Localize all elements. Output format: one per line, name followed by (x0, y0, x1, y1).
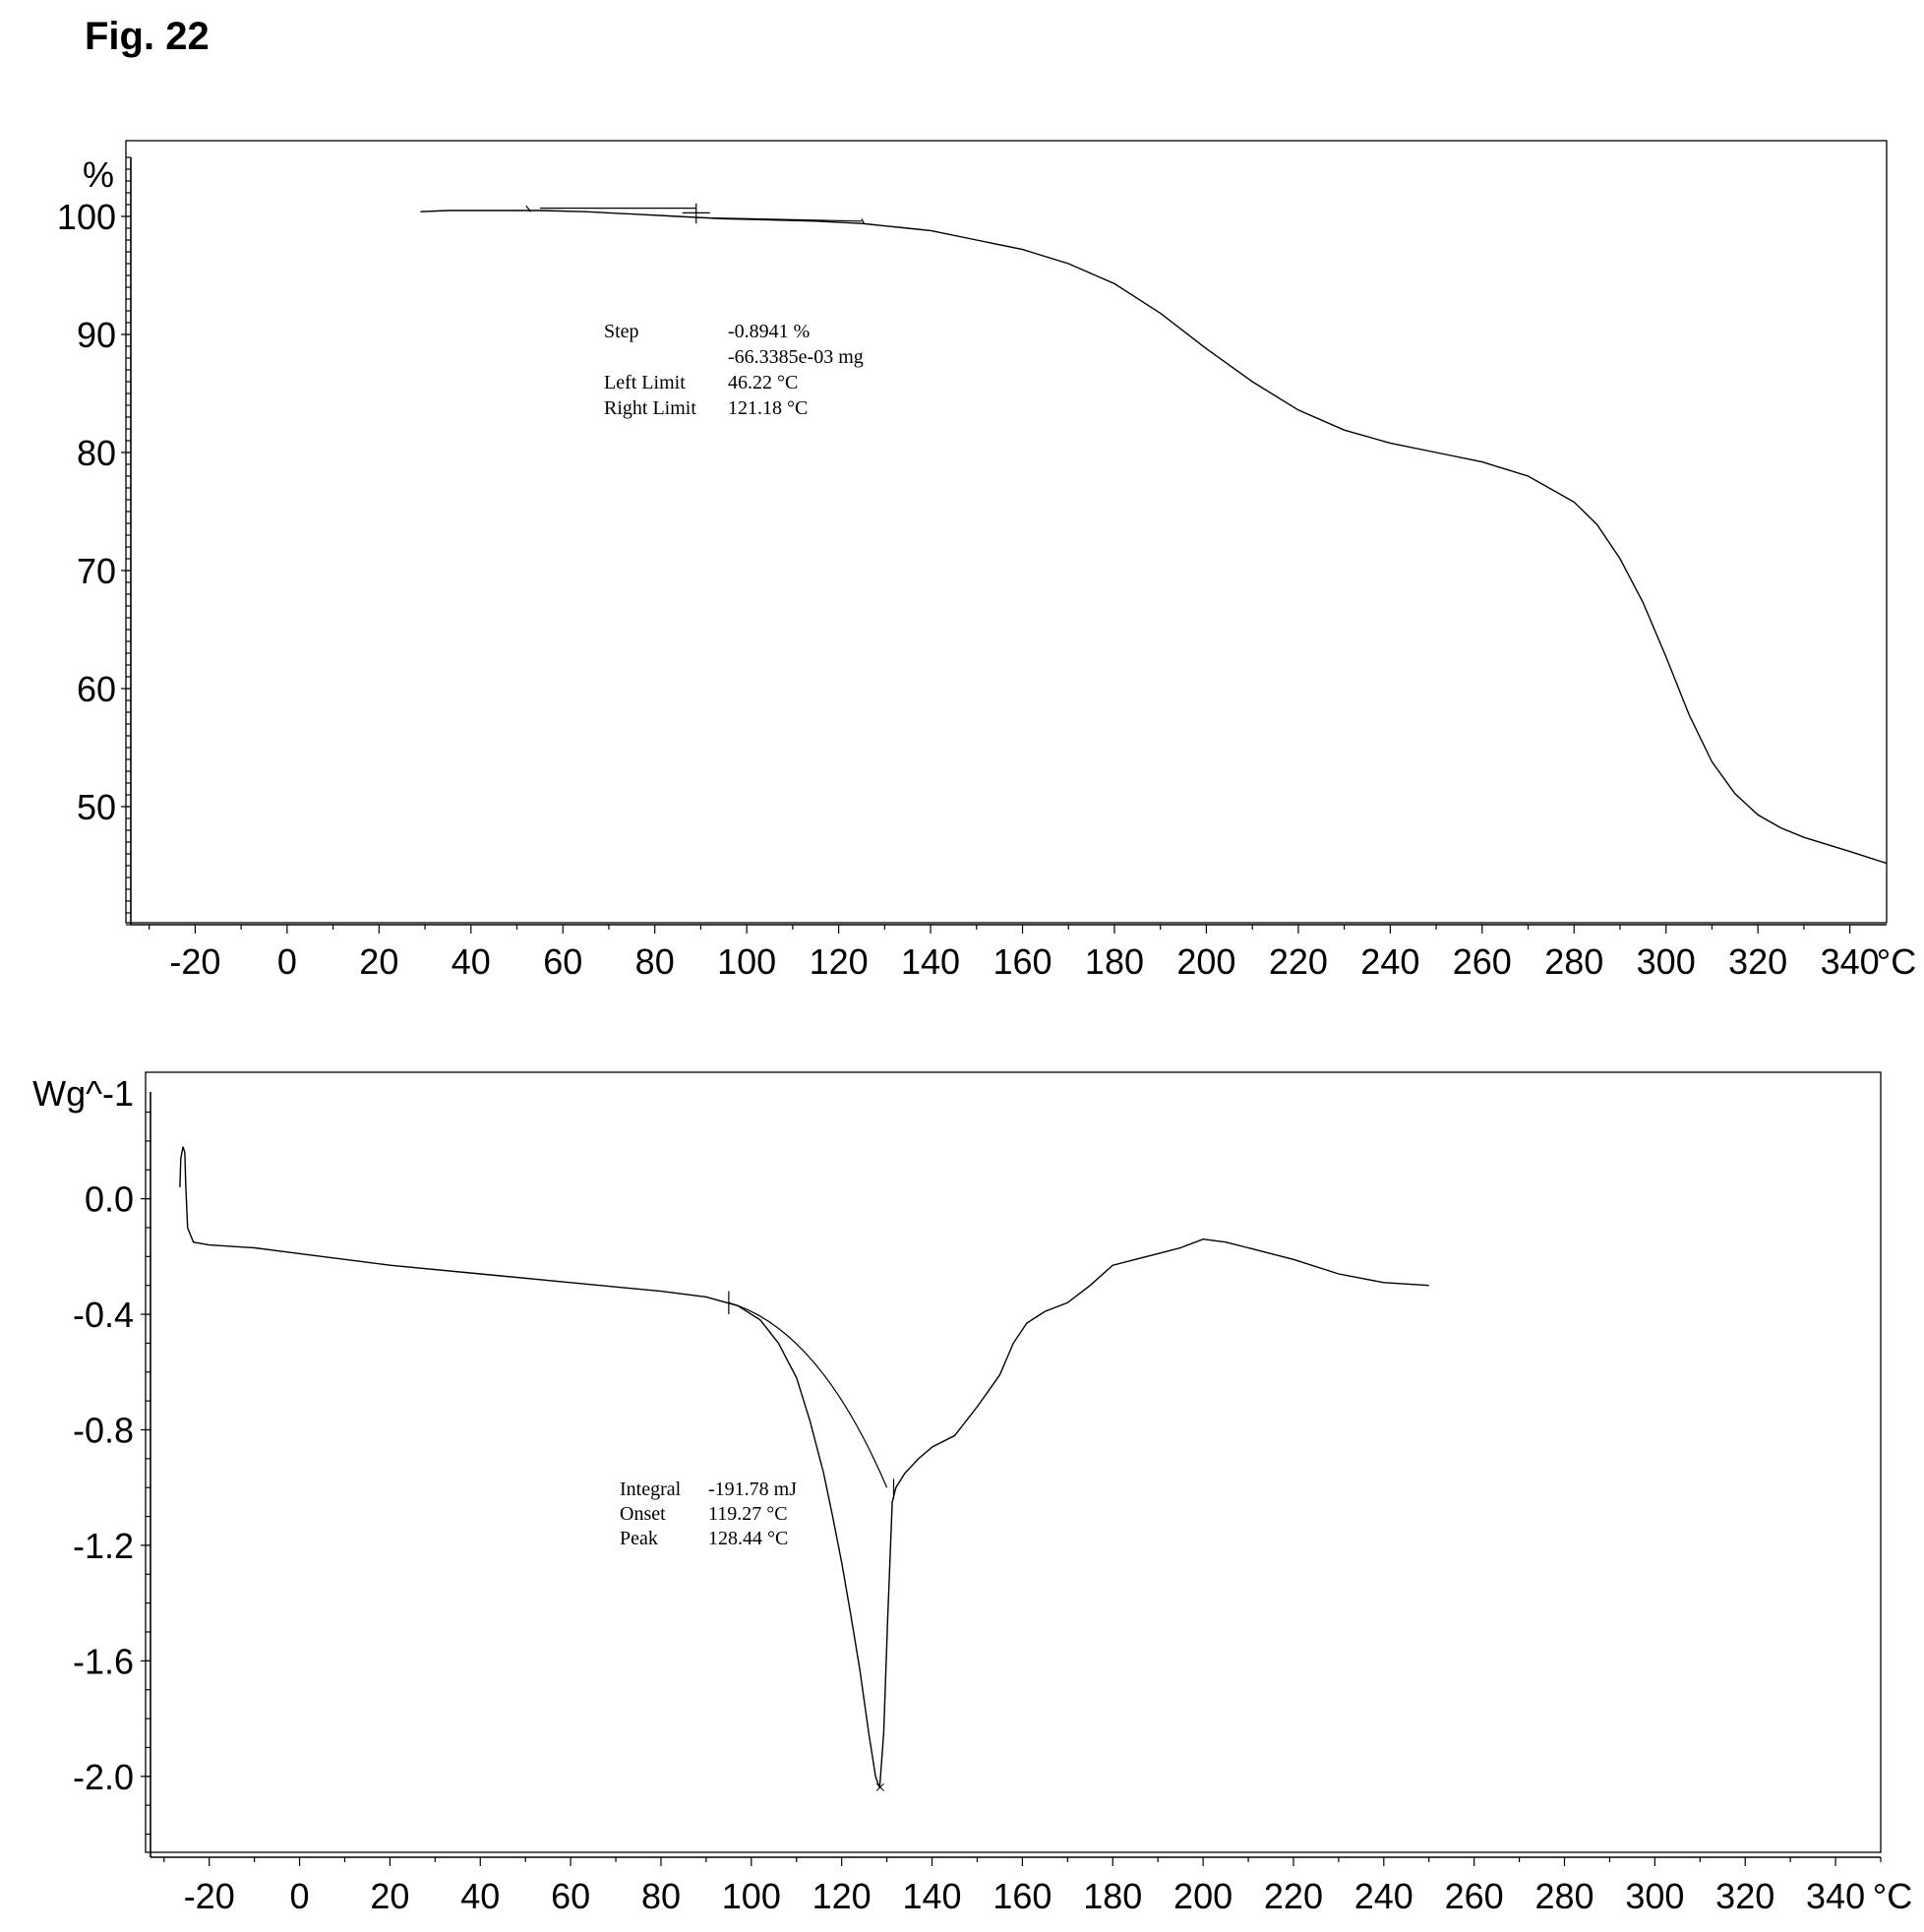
dsc-x-tick-label: 20 (370, 1876, 409, 1916)
dsc-heat-flow-curve (179, 1146, 1429, 1788)
dsc-x-tick-label: 280 (1534, 1876, 1593, 1916)
figure-label: Fig. 22 (85, 15, 210, 58)
dsc-anno-label: Onset (620, 1503, 666, 1525)
tga-y-tick-label: 60 (77, 669, 116, 709)
tga-step-annotation: Step -0.8941 % -66.3385e-03 mg Left Limit 46… (604, 321, 864, 419)
dsc-x-tick-label: 220 (1264, 1876, 1323, 1916)
tga-x-tick-label: 260 (1453, 941, 1512, 982)
tga-x-tick-label: 340 (1821, 941, 1880, 982)
tga-y-tick-label: 50 (77, 787, 116, 827)
tga-x-tick-label: 240 (1360, 941, 1419, 982)
tga-x-tick-label: 0 (277, 941, 297, 982)
tga-x-tick-label: 100 (717, 941, 776, 982)
dsc-anno-label: Peak (620, 1528, 658, 1549)
dsc-y-tick-label: 0.0 (85, 1179, 134, 1220)
tga-x-tick-label: 280 (1544, 941, 1603, 982)
tga-anno-value: -0.8941 % (728, 321, 810, 342)
tga-x-tick-label: 220 (1269, 941, 1328, 982)
tga-anno-label: Step (604, 321, 639, 342)
tga-x-tick-label: 320 (1728, 941, 1787, 982)
dsc-x-tick-label: 320 (1715, 1876, 1774, 1916)
dsc-x-tick-label: 180 (1083, 1876, 1142, 1916)
tga-chart: -20 0 20 40 60 80 100 120 140 160 180 200 220 240 260 2… (57, 140, 1916, 982)
dsc-x-tick-label: 200 (1173, 1876, 1233, 1916)
tga-x-tick-label: 160 (992, 941, 1052, 982)
dsc-chart: -20 0 20 40 60 80 100 120 140 160 180 200 220 240 260 2… (32, 1071, 1912, 1916)
dsc-x-tick-label: 240 (1354, 1876, 1413, 1916)
tga-x-tick-label: 140 (901, 941, 960, 982)
tga-x-tick-label: 200 (1176, 941, 1235, 982)
dsc-anno-value: 128.44 °C (708, 1528, 788, 1549)
tga-y-tick-label: 70 (77, 551, 116, 591)
tga-y-tick-label: 100 (57, 197, 116, 237)
tga-anno-value: 46.22 °C (728, 372, 798, 393)
dsc-anno-value: -191.78 mJ (708, 1479, 797, 1500)
tga-plot-frame (125, 140, 1888, 924)
dsc-x-unit: °C (1873, 1876, 1912, 1916)
tga-x-unit: °C (1877, 941, 1916, 982)
tga-x-tick-label: 20 (359, 941, 398, 982)
dsc-x-tick-label: 80 (641, 1876, 681, 1916)
tga-axis-ticks: -20 0 20 40 60 80 100 120 140 160 180 200 220 240 260 2… (57, 154, 1916, 982)
tga-x-tick-label: -20 (169, 941, 220, 982)
tga-anno-value: 121.18 °C (728, 397, 808, 419)
tga-anno-value: -66.3385e-03 mg (728, 346, 864, 368)
dsc-peak-annotation: Integral -191.78 mJ Onset 119.27 °C Peak 128.… (620, 1479, 797, 1549)
dsc-x-tick-label: 120 (812, 1876, 872, 1916)
dsc-y-tick-label: -2.0 (73, 1757, 134, 1797)
dsc-x-tick-label: 160 (992, 1876, 1052, 1916)
tga-x-tick-label: 40 (451, 941, 491, 982)
dsc-y-tick-label: -1.2 (73, 1526, 134, 1566)
tga-mass-curve (420, 210, 1888, 865)
tga-x-tick-label: 180 (1085, 941, 1144, 982)
dsc-y-tick-label: -0.8 (73, 1410, 134, 1450)
tga-x-tick-label: 120 (810, 941, 869, 982)
dsc-y-unit: Wg^-1 (32, 1073, 134, 1114)
tga-x-tick-label: 60 (543, 941, 582, 982)
tga-anno-label: Left Limit (604, 372, 686, 393)
dsc-x-tick-label: 260 (1445, 1876, 1504, 1916)
dsc-x-tick-label: 340 (1806, 1876, 1865, 1916)
tga-limit-marker (861, 218, 865, 224)
tga-y-tick-label: 90 (77, 315, 116, 355)
tga-x-tick-label: 300 (1637, 941, 1696, 982)
dsc-integration-baseline (728, 1301, 888, 1488)
dsc-x-tick-label: 0 (290, 1876, 310, 1916)
tga-anno-label: Right Limit (604, 397, 696, 419)
dsc-x-tick-label: 100 (722, 1876, 781, 1916)
tga-x-tick-label: 80 (635, 941, 675, 982)
dsc-anno-value: 119.27 °C (708, 1503, 788, 1525)
dsc-x-tick-label: 40 (460, 1876, 500, 1916)
dsc-x-tick-label: 140 (902, 1876, 961, 1916)
dsc-x-tick-label: 60 (551, 1876, 590, 1916)
tga-y-unit: % (83, 154, 114, 195)
dsc-x-tick-label: 300 (1625, 1876, 1684, 1916)
dsc-y-tick-label: -0.4 (73, 1295, 134, 1335)
dsc-anno-label: Integral (620, 1479, 682, 1500)
dsc-plot-frame (145, 1071, 1882, 1853)
tga-y-tick-label: 80 (77, 433, 116, 473)
dsc-y-tick-label: -1.6 (73, 1641, 134, 1681)
dsc-axis-ticks: -20 0 20 40 60 80 100 120 140 160 180 200 220 240 260 2… (32, 1073, 1912, 1916)
dsc-x-tick-label: -20 (184, 1876, 235, 1916)
